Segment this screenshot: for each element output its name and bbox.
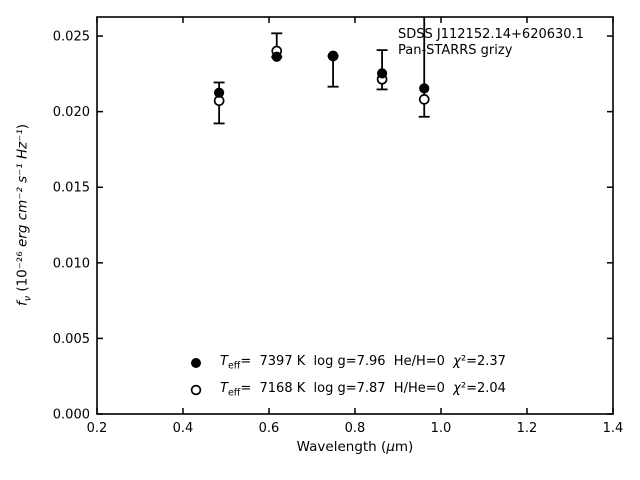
filled-circle-marker <box>271 51 282 62</box>
x-tick-label: 0.6 <box>259 421 280 436</box>
chi-symbol: χ <box>453 381 461 397</box>
open-circle-marker <box>418 94 430 105</box>
legend-item-model1: Teff= 7397 K log g=7.96 He/H=0 χ²=2.37 <box>189 354 506 372</box>
y-tick-label: 0.015 <box>53 181 90 196</box>
teff-subscript: eff <box>227 387 241 399</box>
x-tick-label: 1.0 <box>431 421 452 436</box>
chi-symbol: χ <box>453 354 461 370</box>
y-tick-label: 0.000 <box>53 408 90 423</box>
survey-name: Pan-STARRS grizy <box>398 42 513 58</box>
teff-subscript: eff <box>227 360 241 372</box>
filled-circle-marker <box>376 68 388 79</box>
x-axis-label: Wavelength (μm) <box>296 439 414 455</box>
x-tick-label: 1.4 <box>603 421 624 436</box>
x-tick-label: 1.2 <box>517 421 538 436</box>
legend-label-model2: Teff= 7168 K log g=7.87 H/He=0 χ²=2.04 <box>220 381 506 399</box>
units-text: erg cm⁻² s⁻¹ Hz⁻¹ <box>14 129 31 247</box>
legend-item-model2: Teff= 7168 K log g=7.87 H/He=0 χ²=2.04 <box>189 381 506 399</box>
object-name: SDSS J112152.14+620630.1 <box>398 27 584 42</box>
x-tick-label: 0.2 <box>87 421 108 436</box>
chi-value: ²=2.04 <box>460 381 506 397</box>
fnu-symbol: f <box>14 301 31 307</box>
legend-label-model1: Teff= 7397 K log g=7.96 He/H=0 χ²=2.37 <box>220 354 506 372</box>
legend-params: = 7397 K log g=7.96 He/H=0 <box>240 354 454 370</box>
legend-params: = 7168 K log g=7.87 H/He=0 <box>240 381 454 397</box>
fnu-subscript: ν <box>22 295 34 302</box>
teff-symbol: T <box>220 381 228 397</box>
filled-circle-marker <box>419 83 430 94</box>
x-tick-label: 0.8 <box>345 421 366 436</box>
annotation: SDSS J112152.14+620630.1 Pan-STARRS griz… <box>398 27 584 58</box>
filled-circle-icon <box>191 358 201 368</box>
filled-circle-marker <box>214 87 225 98</box>
teff-symbol: T <box>220 354 228 370</box>
y-tick-label: 0.020 <box>53 105 90 120</box>
y-tick-label: 0.005 <box>53 332 90 347</box>
mu-symbol: μ <box>386 439 395 455</box>
y-tick-label: 0.010 <box>53 256 90 271</box>
open-circle-icon <box>190 384 202 396</box>
y-axis-label: fν (10⁻²⁶ erg cm⁻² s⁻¹ Hz⁻¹) <box>14 123 34 307</box>
x-tick-label: 0.4 <box>173 421 194 436</box>
y-tick-label: 0.025 <box>53 30 90 45</box>
filled-circle-marker <box>327 50 339 62</box>
chi-value: ²=2.37 <box>460 354 506 370</box>
